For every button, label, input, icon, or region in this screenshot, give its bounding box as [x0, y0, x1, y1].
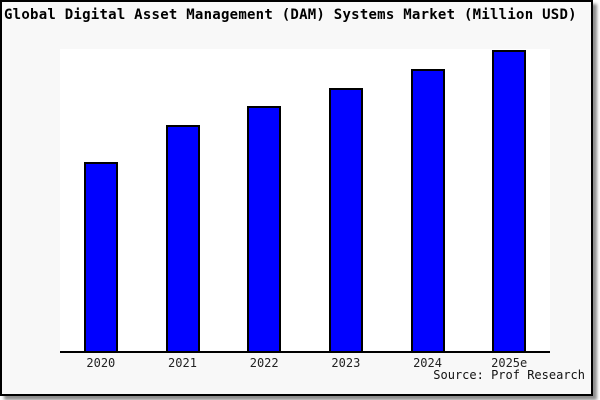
- x-tick-label-2024: 2024: [413, 356, 442, 370]
- bar-slot-2023: [305, 49, 387, 351]
- x-tick-label-2025e: 2025e: [491, 356, 528, 370]
- bar-2021: [165, 125, 200, 351]
- bar-slot-2021: [142, 49, 224, 351]
- source-credit: Source: Prof Research: [433, 368, 585, 382]
- bar-2025e: [492, 49, 527, 351]
- x-tick-label-2020: 2020: [86, 356, 116, 370]
- x-axis-labels: 2020 2021 2022 2023 2024 2025e: [60, 356, 550, 370]
- bar-slot-2020: [60, 49, 142, 351]
- bar-slot-2022: [223, 49, 305, 351]
- bar-slot-2024: [387, 49, 469, 351]
- bar-2023: [328, 87, 363, 351]
- bar-2022: [247, 106, 282, 351]
- bars-row: [60, 49, 550, 351]
- x-tick-label-2022: 2022: [249, 356, 279, 370]
- plot-area: [60, 49, 550, 353]
- bar-2020: [83, 161, 118, 351]
- chart-frame: Global Digital Asset Management (DAM) Sy…: [0, 0, 593, 396]
- x-tick-label-2023: 2023: [331, 356, 361, 370]
- x-tick-label-2021: 2021: [168, 356, 197, 370]
- chart-title: Global Digital Asset Management (DAM) Sy…: [4, 7, 577, 23]
- bar-2024: [410, 68, 445, 351]
- bar-slot-2025e: [468, 49, 550, 351]
